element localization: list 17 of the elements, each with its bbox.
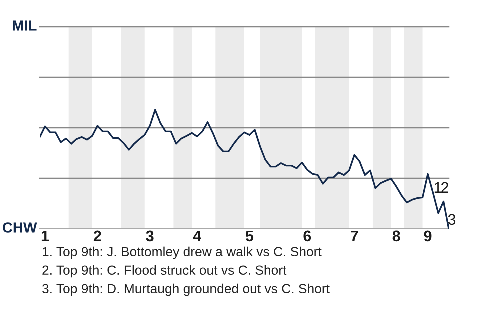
- x-tick-label: 2: [94, 230, 102, 242]
- x-tick-label: 7: [351, 230, 358, 242]
- x-tick-label: 3: [146, 230, 154, 242]
- x-tick-label: 1: [42, 230, 50, 242]
- annotation: 1: [434, 182, 442, 193]
- x-tick-label: 4: [193, 230, 202, 242]
- x-tick-label: 6: [304, 230, 312, 242]
- x-tick-label: 9: [424, 230, 432, 242]
- x-tick-label: 8: [392, 230, 400, 242]
- text: 1. Top 9th: J. Bottomley drew a walk vs C. Short: [43, 246, 322, 260]
- annotation: 2: [442, 182, 448, 193]
- annotation: 3: [448, 214, 456, 226]
- text: CHW: [2, 222, 38, 233]
- x-tick-label: 5: [246, 230, 254, 242]
- text: 2. Top 9th: C. Flood struck out vs C. Short: [42, 265, 287, 278]
- ref-line-label: MIL: [13, 20, 37, 31]
- text: 3. Top 9th: D. Murtaugh grounded out vs C. Short: [42, 284, 330, 296]
